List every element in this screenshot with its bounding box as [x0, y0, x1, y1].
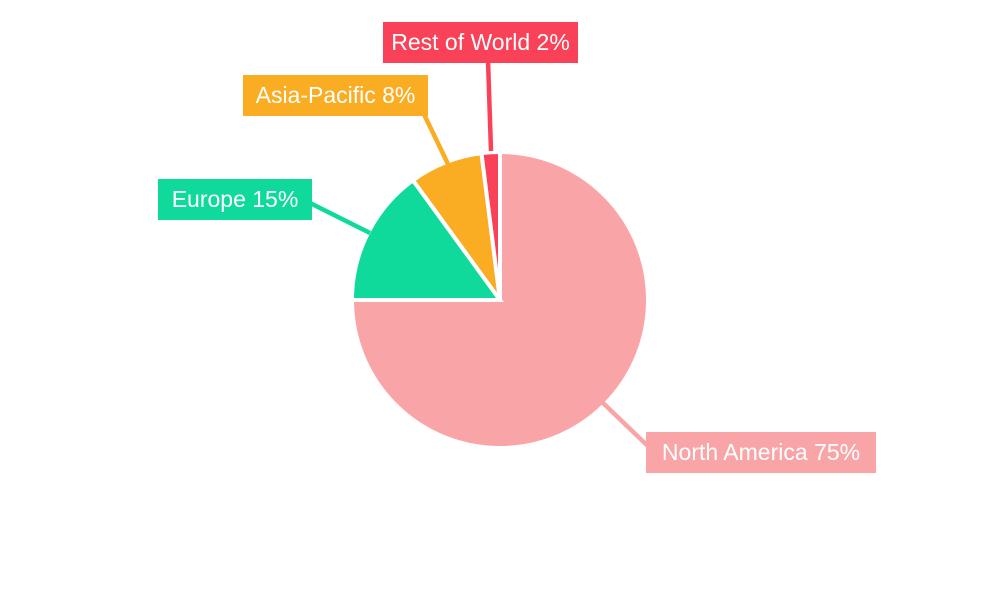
label-rest-of-world[interactable]: Rest of World 2%	[383, 22, 578, 63]
label-europe-text: Europe 15%	[171, 186, 299, 212]
label-north-america-text: North America 75%	[661, 439, 861, 465]
leader-line-europe	[304, 198, 372, 236]
label-rest-of-world-text: Rest of World 2%	[391, 29, 570, 55]
label-asia-pacific-text: Asia-Pacific 8%	[255, 82, 416, 108]
leader-line-north-america	[601, 401, 654, 452]
label-north-america[interactable]: North America 75%	[646, 432, 876, 473]
label-asia-pacific[interactable]: Asia-Pacific 8%	[243, 75, 428, 116]
label-europe[interactable]: Europe 15%	[158, 179, 312, 220]
leader-line-rest-of-world	[485, 59, 494, 152]
pie-slice-rest-of-world[interactable]	[479, 149, 502, 301]
